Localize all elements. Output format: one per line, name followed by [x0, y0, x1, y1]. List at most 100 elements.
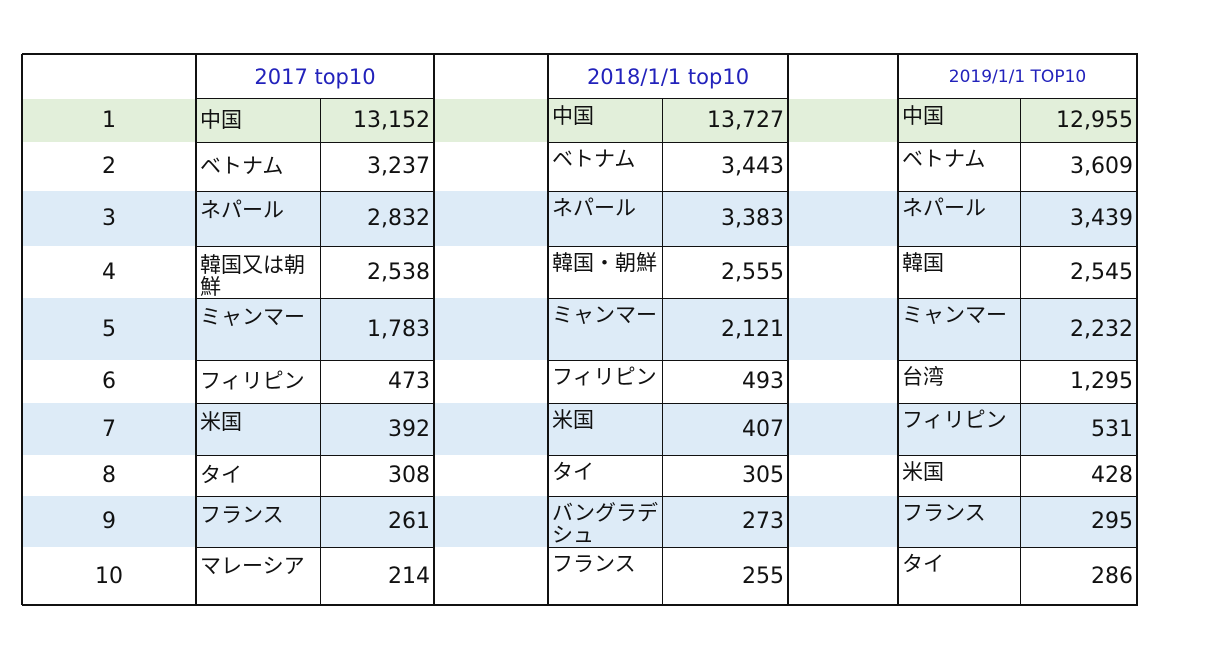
country-name: 中国 [902, 104, 944, 128]
country-name: 中国 [552, 104, 594, 128]
rank-cell: 4 [102, 259, 116, 285]
grid-line [548, 403, 788, 404]
grid-line [196, 142, 434, 143]
country-name: ネパール [552, 196, 636, 220]
grid-line [196, 360, 434, 361]
count-value: 531 [1091, 416, 1133, 442]
country-name: 米国 [200, 410, 242, 434]
country-name: フランス [552, 552, 636, 576]
row-shading [22, 99, 1137, 142]
count-value: 214 [388, 563, 430, 589]
grid-line [898, 360, 1137, 361]
country-name: 中国 [200, 107, 242, 132]
grid-line [662, 99, 663, 605]
country-name: タイ [902, 552, 944, 576]
grid-line [898, 496, 1137, 497]
rank-cell: 1 [102, 108, 116, 133]
country-name: フィリピン [552, 365, 657, 389]
grid-line [548, 455, 788, 456]
grid-line [548, 547, 788, 548]
row-shading [22, 403, 1137, 455]
count-value: 2,555 [721, 259, 784, 285]
grid-line [898, 547, 1137, 548]
rank-cell: 9 [102, 509, 116, 534]
grid-line [897, 54, 899, 605]
count-value: 2,121 [721, 316, 784, 342]
count-value: 305 [742, 463, 784, 488]
country-name: 韓国 [902, 251, 944, 275]
count-value: 3,609 [1070, 154, 1133, 179]
grid-line [898, 191, 1137, 192]
grid-line [548, 191, 788, 192]
grid-line [898, 298, 1137, 299]
country-name: 韓国又は朝鮮 [200, 253, 305, 298]
country-name: ミャンマー [200, 305, 305, 329]
count-value: 3,383 [721, 206, 784, 231]
count-value: 308 [388, 463, 430, 488]
count-value: 2,538 [367, 259, 430, 285]
country-name: バングラデシュ [552, 501, 659, 547]
country-name: 米国 [902, 460, 944, 484]
grid-line [22, 53, 1138, 55]
grid-line [22, 604, 1138, 606]
rank-cell: 10 [95, 563, 123, 589]
grid-line [196, 496, 434, 497]
country-name: ベトナム [902, 147, 986, 171]
row-shading [22, 496, 1137, 547]
grid-line [548, 496, 788, 497]
grid-line [21, 54, 23, 605]
count-value: 2,832 [367, 206, 430, 231]
grid-line [196, 455, 434, 456]
grid-line [548, 360, 788, 361]
count-value: 13,152 [353, 108, 430, 133]
country-name: フィリピン [200, 368, 305, 393]
country-name: ベトナム [552, 147, 636, 171]
grid-line [898, 98, 1137, 99]
country-name: ベトナム [200, 153, 284, 178]
grid-line [196, 98, 434, 99]
country-name: 韓国・朝鮮 [552, 251, 657, 275]
country-name: 台湾 [902, 365, 944, 389]
count-value: 1,783 [367, 316, 430, 342]
count-value: 3,443 [721, 154, 784, 179]
count-value: 12,955 [1056, 108, 1133, 133]
grid-line [196, 403, 434, 404]
country-name: フランス [902, 501, 986, 525]
rank-cell: 2 [102, 154, 116, 179]
count-value: 493 [742, 369, 784, 394]
grid-line [787, 54, 789, 605]
country-name: タイ [552, 460, 594, 484]
count-value: 286 [1091, 563, 1133, 589]
count-value: 273 [742, 509, 784, 534]
country-name: タイ [200, 462, 242, 487]
grid-line [548, 142, 788, 143]
count-value: 2,545 [1070, 259, 1133, 285]
grid-line [548, 298, 788, 299]
rank-cell: 5 [102, 316, 116, 342]
grid-line [548, 246, 788, 247]
country-name: ミャンマー [552, 303, 657, 327]
count-value: 13,727 [707, 108, 784, 133]
grid-line [196, 547, 434, 548]
year-header: 2017 top10 [254, 64, 376, 89]
grid-line [898, 455, 1137, 456]
count-value: 3,237 [367, 154, 430, 179]
count-value: 2,232 [1070, 316, 1133, 342]
count-value: 407 [742, 416, 784, 442]
grid-line [1136, 54, 1138, 605]
count-value: 428 [1091, 463, 1133, 488]
rank-cell: 3 [102, 206, 116, 231]
country-name: ネパール [902, 196, 986, 220]
grid-line [898, 142, 1137, 143]
grid-line [433, 54, 435, 605]
count-value: 295 [1091, 509, 1133, 534]
country-name: フィリピン [902, 408, 1007, 432]
grid-line [195, 54, 197, 605]
row-shading [22, 298, 1137, 360]
count-value: 261 [388, 509, 430, 534]
rank-cell: 7 [102, 416, 116, 442]
country-name: フランス [200, 503, 284, 527]
year-header: 2018/1/1 top10 [586, 64, 750, 89]
count-value: 392 [388, 416, 430, 442]
